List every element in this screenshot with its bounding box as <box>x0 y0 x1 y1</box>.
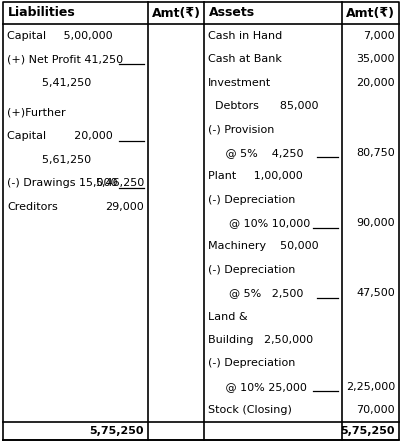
Text: @ 10% 10,000: @ 10% 10,000 <box>208 218 310 228</box>
Text: (+)Further: (+)Further <box>7 108 66 118</box>
Text: 47,500: 47,500 <box>356 288 395 298</box>
Text: Capital     5,00,000: Capital 5,00,000 <box>7 30 113 41</box>
Text: 5,41,250: 5,41,250 <box>7 77 91 88</box>
Text: 5,75,250: 5,75,250 <box>340 426 395 436</box>
Text: (-) Provision: (-) Provision <box>208 124 274 134</box>
Text: 5,46,250: 5,46,250 <box>95 178 144 188</box>
Text: 20,000: 20,000 <box>356 77 395 88</box>
Text: 5,75,250: 5,75,250 <box>89 426 144 436</box>
Text: (-) Drawings 15,000: (-) Drawings 15,000 <box>7 178 117 188</box>
Text: Debtors      85,000: Debtors 85,000 <box>208 101 318 111</box>
Text: Stock (Closing): Stock (Closing) <box>208 405 292 415</box>
Text: Cash in Hand: Cash in Hand <box>208 30 282 41</box>
Text: 35,000: 35,000 <box>356 54 395 64</box>
Text: (+) Net Profit 41,250: (+) Net Profit 41,250 <box>7 54 123 64</box>
Text: (-) Depreciation: (-) Depreciation <box>208 358 296 369</box>
Text: Land &: Land & <box>208 312 248 322</box>
Text: @ 10% 25,000: @ 10% 25,000 <box>208 382 307 392</box>
Text: Amt(₹): Amt(₹) <box>346 7 395 19</box>
Text: Creditors: Creditors <box>7 202 58 212</box>
Text: Capital        20,000: Capital 20,000 <box>7 131 113 141</box>
Text: Liabilities: Liabilities <box>8 7 76 19</box>
Text: @ 5%   2,500: @ 5% 2,500 <box>208 288 304 298</box>
Text: 29,000: 29,000 <box>105 202 144 212</box>
Text: Plant     1,00,000: Plant 1,00,000 <box>208 171 303 181</box>
Text: Building   2,50,000: Building 2,50,000 <box>208 335 313 345</box>
Text: Investment: Investment <box>208 77 271 88</box>
Text: 2,25,000: 2,25,000 <box>346 382 395 392</box>
Text: 90,000: 90,000 <box>356 218 395 228</box>
Text: @ 5%    4,250: @ 5% 4,250 <box>208 148 304 158</box>
Text: Amt(₹): Amt(₹) <box>152 7 200 19</box>
Text: 70,000: 70,000 <box>356 405 395 415</box>
Text: Assets: Assets <box>209 7 255 19</box>
Text: (-) Depreciation: (-) Depreciation <box>208 194 296 205</box>
Text: Machinery    50,000: Machinery 50,000 <box>208 241 319 251</box>
Text: 7,000: 7,000 <box>363 30 395 41</box>
Text: 80,750: 80,750 <box>356 148 395 158</box>
Text: 5,61,250: 5,61,250 <box>7 155 91 165</box>
Text: (-) Depreciation: (-) Depreciation <box>208 265 296 275</box>
Text: Cash at Bank: Cash at Bank <box>208 54 282 64</box>
